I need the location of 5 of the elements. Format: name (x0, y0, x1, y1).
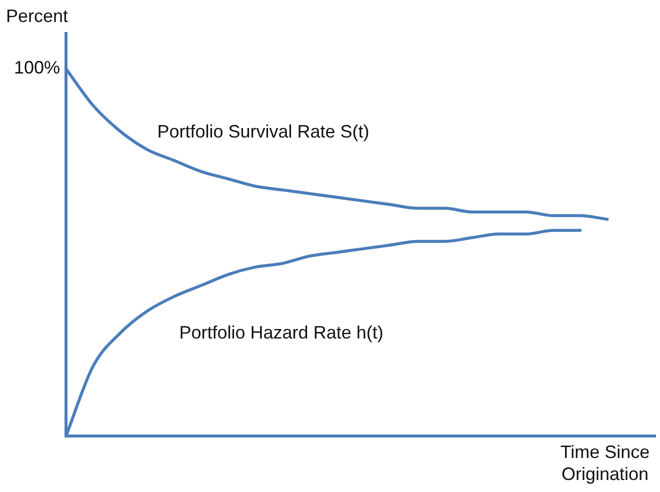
series-label: Portfolio Hazard Rate h(t) (179, 322, 384, 342)
series-label: Portfolio Survival Rate S(t) (157, 121, 370, 142)
annotation: 100% (14, 58, 60, 78)
y-axis-title: Percent (6, 6, 68, 26)
x-axis-title: Time Since Origination (560, 442, 650, 484)
